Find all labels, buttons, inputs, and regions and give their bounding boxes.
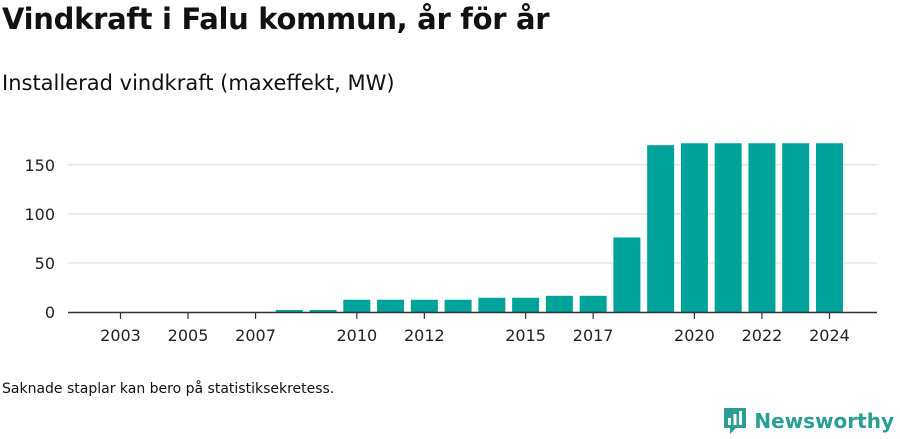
bar-2022 <box>748 143 776 312</box>
grid-lines <box>68 164 877 264</box>
bar-2009 <box>309 310 337 312</box>
bar-2019 <box>647 145 675 312</box>
x-tick-label: 2015 <box>505 326 546 345</box>
bar-2014 <box>478 297 506 312</box>
bar-2015 <box>512 297 540 312</box>
y-tick-label: 0 <box>45 303 55 322</box>
bar-2013 <box>444 299 472 312</box>
newsworthy-logo-icon <box>724 408 747 434</box>
y-tick-label: 100 <box>24 205 55 224</box>
x-tick-label: 2017 <box>573 326 614 345</box>
y-tick-label: 50 <box>35 254 55 273</box>
bar-2017 <box>579 295 607 312</box>
chart-subtitle: Installerad vindkraft (maxeffekt, MW) <box>2 71 395 95</box>
bar-2024 <box>815 143 843 312</box>
bar-chart: 0 50 100 150 2003 2005 2007 2010 2012 2015 2017 202… <box>24 143 877 345</box>
x-tick-label: 2020 <box>674 326 715 345</box>
bar-2011 <box>377 299 405 312</box>
bar-2012 <box>410 299 438 312</box>
page-title: Vindkraft i Falu kommun, år för år <box>2 2 550 36</box>
bar-2021 <box>714 143 742 312</box>
x-tick-label: 2005 <box>168 326 209 345</box>
x-tick-label: 2024 <box>809 326 850 345</box>
axes: 0 50 100 150 2003 2005 2007 2010 2012 2015 2017 202… <box>24 156 877 345</box>
brand-logo: Newsworthy <box>722 406 894 436</box>
x-tick-label: 2022 <box>742 326 783 345</box>
bars <box>275 143 843 312</box>
bar-2020 <box>680 143 708 312</box>
x-tick-label: 2007 <box>235 326 276 345</box>
bar-2008 <box>275 310 303 312</box>
x-tick-label: 2003 <box>100 326 141 345</box>
bar-2016 <box>545 295 573 312</box>
footnote: Saknade staplar kan bero på statistiksek… <box>2 381 335 397</box>
bar-2018 <box>613 237 641 312</box>
x-tick-label: 2010 <box>336 326 377 345</box>
y-tick-label: 150 <box>24 156 55 175</box>
brand-name: Newsworthy <box>754 409 894 433</box>
bar-2010 <box>343 299 371 312</box>
x-tick-label: 2012 <box>404 326 445 345</box>
bar-2023 <box>782 143 810 312</box>
